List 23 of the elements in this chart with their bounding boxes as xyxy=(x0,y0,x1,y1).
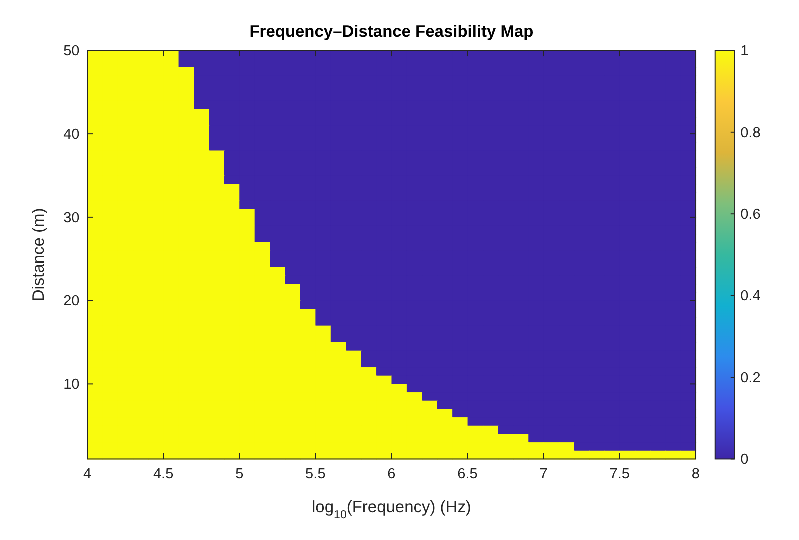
y-tick-label: 10 xyxy=(64,377,80,394)
y-tick-label: 50 xyxy=(64,44,80,60)
y-tick-label: 40 xyxy=(64,126,80,143)
color-bar-label: 0.2 xyxy=(740,370,761,386)
x-tick-label: 4 xyxy=(83,466,92,483)
x-tick-label: 6 xyxy=(388,466,396,483)
x-tick-label: 5.5 xyxy=(306,466,326,483)
color-bar-label: 1 xyxy=(740,44,749,60)
x-axis-title: log$_{10}$(Frequency) (Hz) xyxy=(312,498,472,522)
color-bar-label: 0.6 xyxy=(740,206,761,223)
y-axis-title: Distance (m) xyxy=(30,208,48,302)
chart-title: Frequency–Distance Feasibility Map xyxy=(250,23,534,42)
color-bar-label: 0.4 xyxy=(740,288,761,305)
x-tick-label: 4.5 xyxy=(153,466,174,483)
y-tick-label: 30 xyxy=(64,210,80,226)
x-tick-label: 7.5 xyxy=(610,466,630,483)
x-tick-label: 5 xyxy=(236,466,244,483)
color-bar-label: 0 xyxy=(740,452,749,468)
x-tick-label: 7 xyxy=(540,466,548,483)
x-tick-label: 8 xyxy=(692,466,700,483)
y-tick-label: 20 xyxy=(64,294,80,310)
x-tick-label: 6.5 xyxy=(458,466,478,483)
color-bar-label: 0.8 xyxy=(740,125,761,142)
